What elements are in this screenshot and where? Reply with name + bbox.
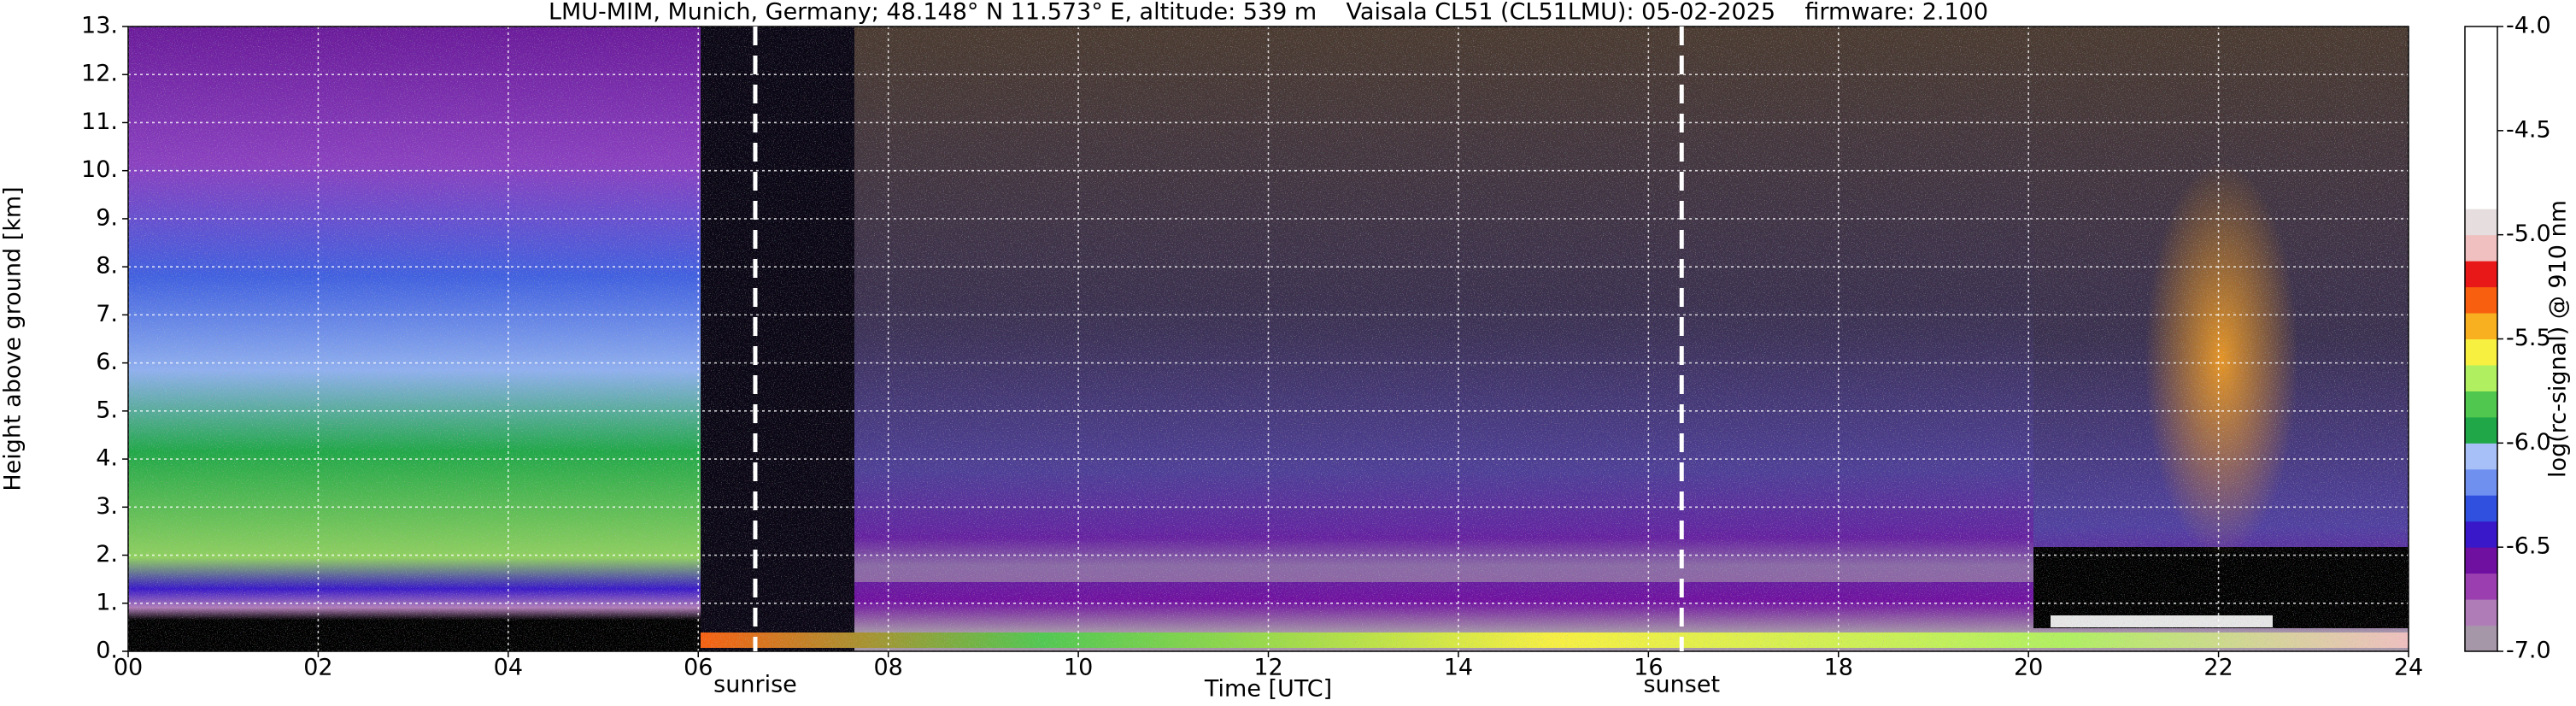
x-tick-label: 08 [873,655,902,681]
colorbar-swatch [2465,104,2497,132]
x-tick-label: 02 [303,655,332,681]
y-axis-label: Height above ground [km] [0,186,26,491]
colorbar-swatch [2465,573,2497,600]
chart-title: LMU-MIM, Munich, Germany; 48.148° N 11.5… [549,0,1988,26]
colorbar-swatch [2465,156,2497,184]
y-tick-label: 1. [96,589,118,615]
colorbar-swatch [2465,625,2497,652]
colorbar-swatch [2465,599,2497,627]
colorbar-swatch [2465,364,2497,391]
y-tick-label: 13. [81,13,118,39]
event-label: sunrise [713,672,797,698]
colorbar-tick-label: -6.5 [2506,533,2551,560]
colorbar-swatch [2465,78,2497,105]
y-tick-label: 10. [81,156,118,183]
y-tick-label: 8. [96,253,118,279]
colorbar-swatch [2465,547,2497,574]
y-tick-label: 12. [81,61,118,87]
colorbar-swatch [2465,234,2497,262]
colorbar-tick-label: -5.0 [2506,221,2551,247]
colorbar-swatch [2465,495,2497,522]
colorbar-swatch [2465,182,2497,209]
y-tick-label: 7. [96,301,118,327]
colorbar-label: log(rc-signal) @ 910 nm [2545,200,2572,478]
colorbar-swatch [2465,521,2497,548]
x-tick-label: 06 [684,655,713,681]
colorbar-swatch [2465,130,2497,157]
colorbar-tick-label: -7.0 [2506,638,2551,664]
x-tick-label: 00 [114,655,143,681]
colorbar-swatch [2465,52,2497,79]
colorbar-swatch [2465,338,2497,366]
x-tick-label: 16 [1634,655,1663,681]
y-tick-label: 4. [96,445,118,472]
y-tick-label: 5. [96,397,118,423]
x-tick-label: 10 [1064,655,1093,681]
colorbar-tick-label: -4.0 [2506,13,2551,39]
colorbar-swatch [2465,391,2497,418]
y-tick-label: 3. [96,493,118,520]
x-tick-label: 22 [2203,655,2233,681]
colorbar-tick-label: -5.5 [2506,325,2551,351]
y-tick-label: 6. [96,349,118,375]
y-tick-label: 2. [96,541,118,568]
colorbar-swatch [2465,443,2497,470]
colorbar-swatch [2465,313,2497,339]
colorbar-tick-label: -6.0 [2506,429,2551,456]
y-tick-label: 11. [81,109,118,135]
event-label: sunset [1643,672,1720,698]
x-tick-label: 20 [2014,655,2043,681]
colorbar-swatch [2465,209,2497,236]
colorbar-tick-label: -4.5 [2506,116,2551,143]
x-axis-label: Time [UTC] [1204,676,1332,703]
x-tick-label: 18 [1824,655,1853,681]
colorbar-swatch [2465,261,2497,288]
x-tick-label: 12 [1253,655,1282,681]
colorbar-swatch [2465,416,2497,444]
plot-frame [127,26,2409,652]
y-tick-label: 0. [96,638,118,664]
x-tick-label: 24 [2394,655,2423,681]
x-tick-label: 14 [1444,655,1473,681]
x-tick-label: 04 [494,655,523,681]
colorbar-swatch [2465,286,2497,314]
y-tick-label: 9. [96,204,118,231]
colorbar-swatch [2465,468,2497,496]
colorbar-swatch [2465,26,2497,53]
